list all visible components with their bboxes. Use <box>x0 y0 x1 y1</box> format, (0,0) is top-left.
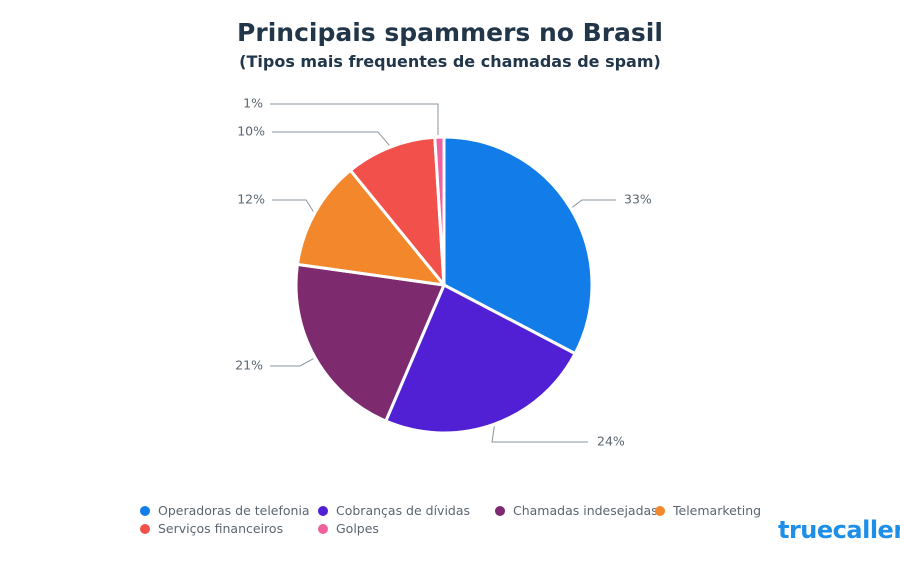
legend-swatch <box>140 505 150 516</box>
legend-swatch <box>495 505 505 516</box>
chart-subtitle: (Tipos mais frequentes de chamadas de sp… <box>239 52 661 71</box>
leader-line-5 <box>272 131 390 146</box>
data-label-6: 1% <box>243 96 263 111</box>
data-label-3: 21% <box>235 358 263 373</box>
legend-swatch <box>140 523 150 534</box>
legend-item-golpes: Golpes <box>318 521 379 536</box>
truecaller-logo: truecaller <box>778 516 900 544</box>
legend-label: Telemarketing <box>673 503 762 518</box>
leader-line-4 <box>272 199 314 212</box>
legend-label: Golpes <box>336 521 379 536</box>
legend-swatch <box>318 523 328 534</box>
legend-item-cobrancas: Cobranças de dívidas <box>318 503 470 518</box>
pie-slice-3 <box>294 262 446 423</box>
leader-line-3 <box>270 358 314 367</box>
pie-slice-2 <box>384 283 577 435</box>
data-label-5: 10% <box>237 124 265 139</box>
pie-chart: 33% 24% 21% 12% 10% 1% <box>235 96 652 449</box>
legend-item-chamadas: Chamadas indesejadas <box>495 503 658 518</box>
pie-slice-1 <box>442 135 594 356</box>
legend-label: Chamadas indesejadas <box>513 503 658 518</box>
legend-item-operadoras: Operadoras de telefonia <box>140 503 310 518</box>
data-label-2: 24% <box>597 434 625 449</box>
legend: Operadoras de telefonia Cobranças de dív… <box>140 503 780 543</box>
pie-slice-5 <box>348 135 446 287</box>
legend-item-telemarketing: Telemarketing <box>655 503 761 518</box>
legend-swatch <box>655 505 665 516</box>
data-label-4: 12% <box>237 192 265 207</box>
data-label-1: 33% <box>624 192 652 207</box>
legend-item-servicos: Serviços financeiros <box>140 521 283 536</box>
legend-label: Serviços financeiros <box>158 521 284 536</box>
chart-title: Principais spammers no Brasil <box>237 18 663 47</box>
legend-swatch <box>318 505 328 516</box>
pie-slice-6 <box>433 135 446 287</box>
pie-slice-4 <box>295 168 446 287</box>
leader-line-6 <box>270 103 439 135</box>
leader-line-2 <box>491 426 588 443</box>
leader-line-1 <box>572 199 616 208</box>
legend-label: Cobranças de dívidas <box>336 503 471 518</box>
legend-label: Operadoras de telefonia <box>158 503 310 518</box>
